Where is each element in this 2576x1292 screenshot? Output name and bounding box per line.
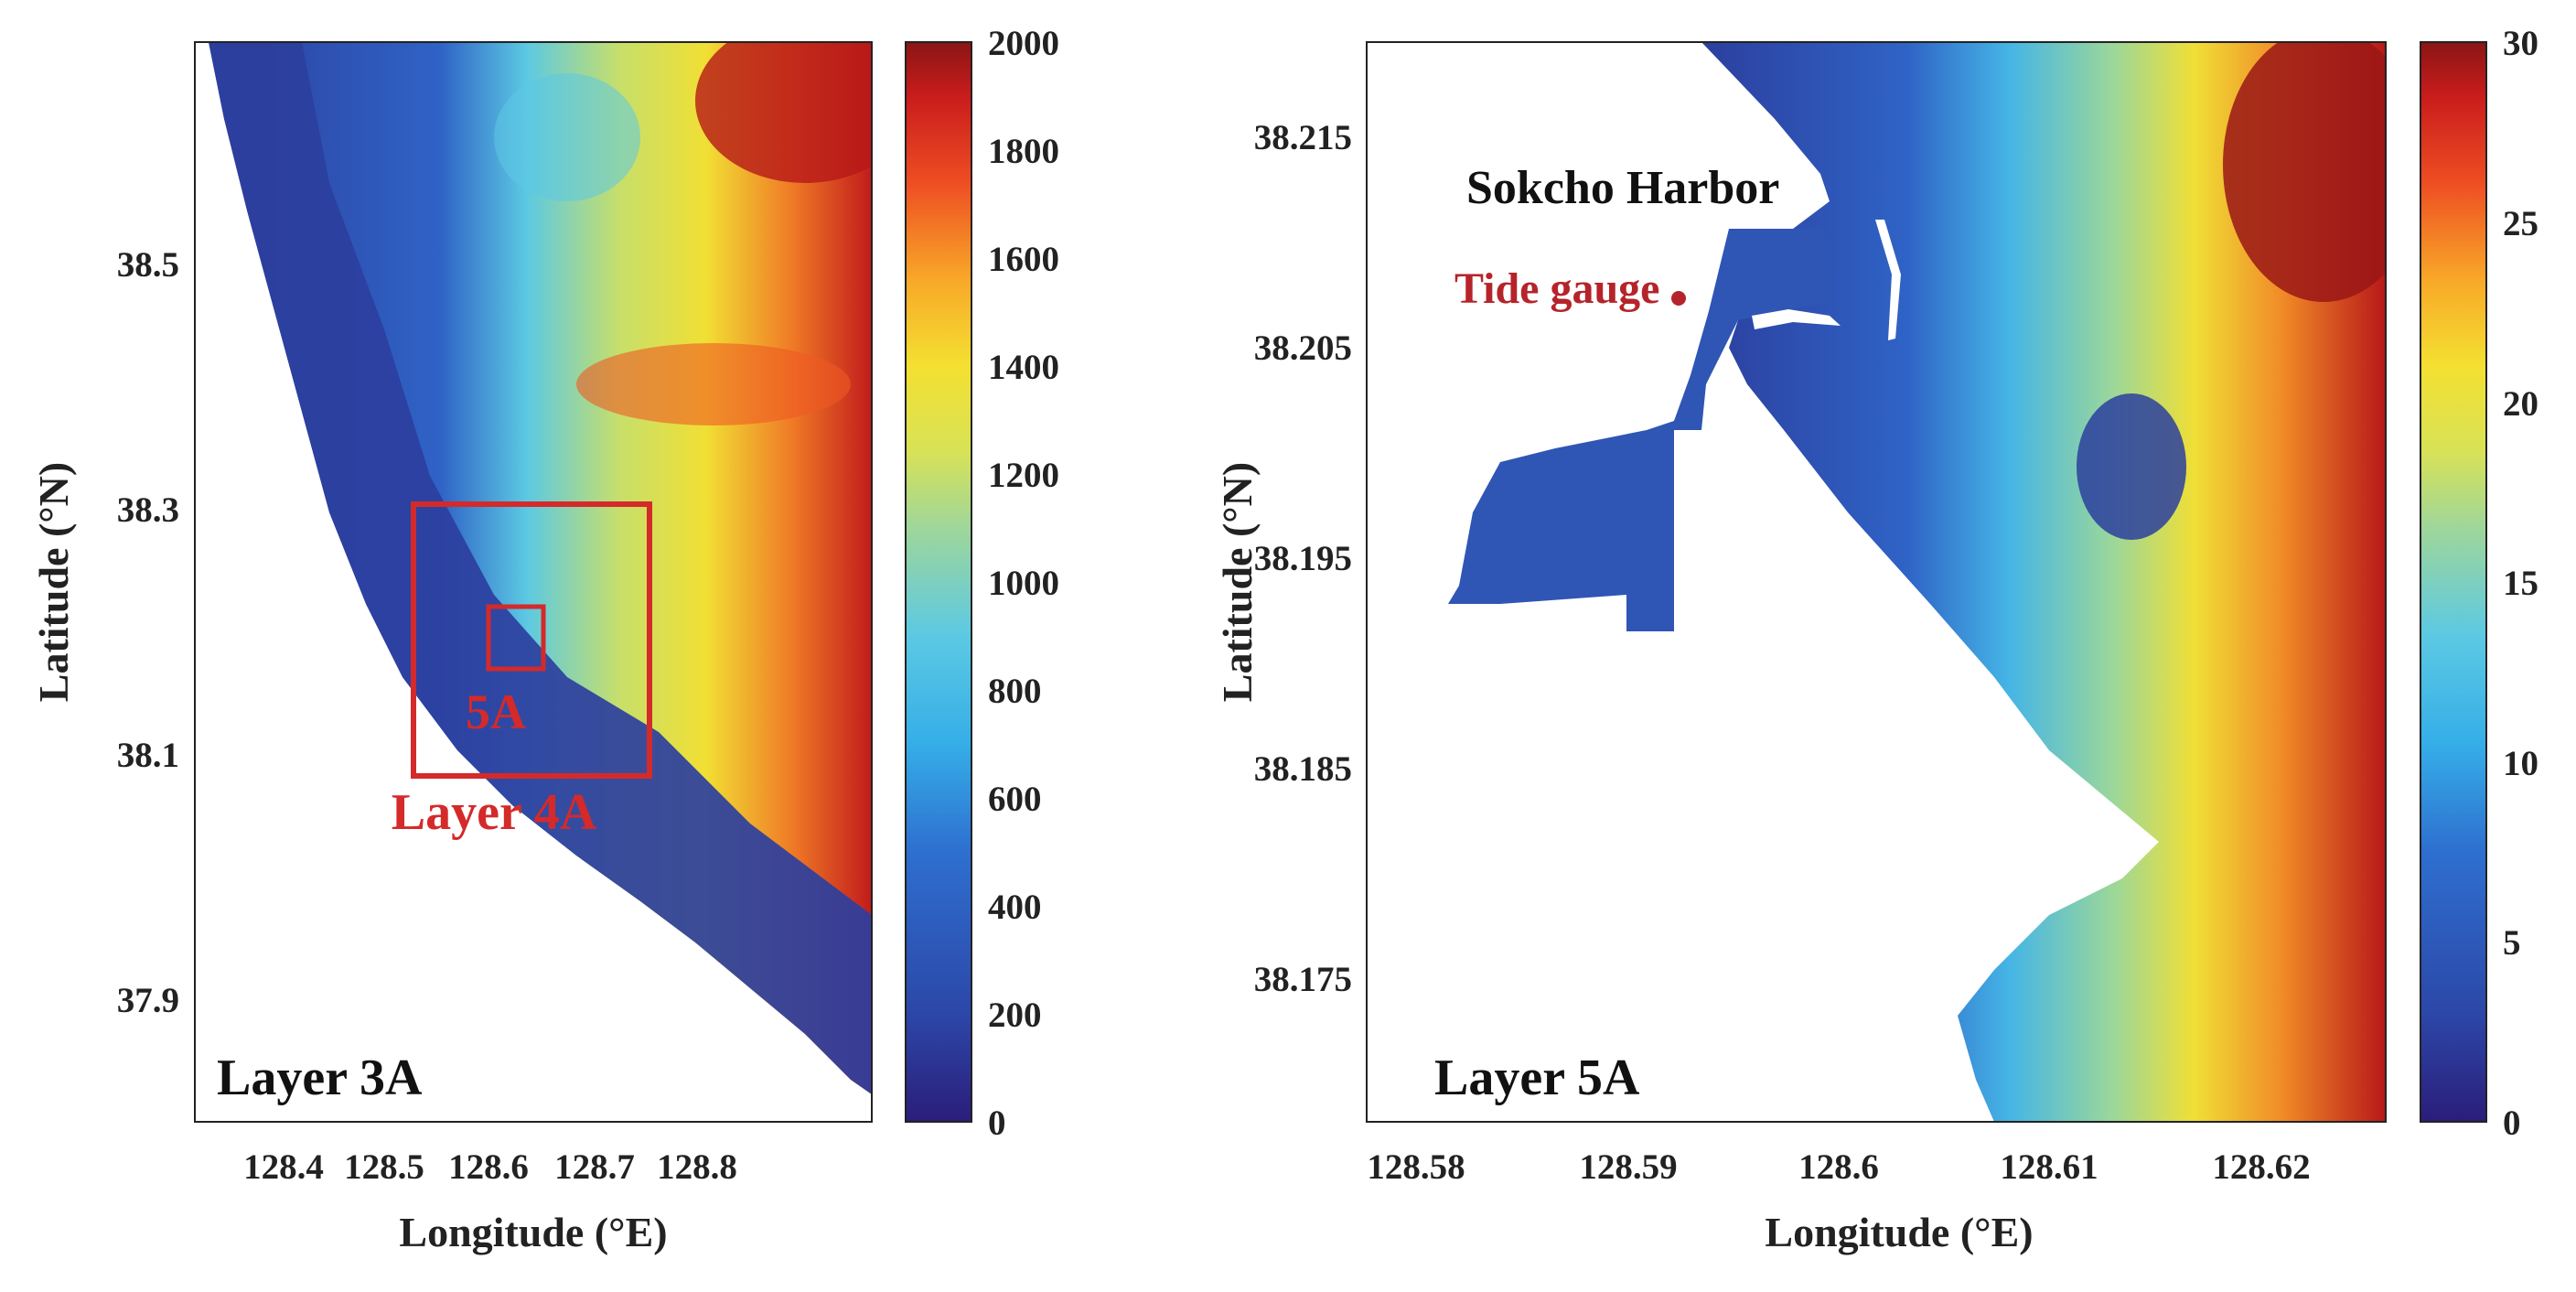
- layer3-colorbar-ticks: 2000 1800 1600 1400 1200 1000 800 600 40…: [988, 24, 1059, 1143]
- layer5-xtick-128-62: 128.62: [2212, 1147, 2310, 1187]
- layer3-deep-basin: [695, 42, 872, 183]
- layer3-cbar-tick-400: 400: [988, 888, 1042, 927]
- layer3-cbar-tick-800: 800: [988, 672, 1042, 711]
- tide-gauge-marker: [1671, 291, 1686, 306]
- layer5-cbar-tick-10: 10: [2503, 744, 2538, 783]
- layer5-colorbar: [2420, 41, 2487, 1123]
- layer3-ytick-37-9: 37.9: [117, 981, 179, 1020]
- layer5-channel: [1875, 220, 1901, 340]
- layer5-y-axis-label: Latitude (°N): [1214, 462, 1261, 702]
- layer5-cbar-tick-25: 25: [2503, 204, 2538, 243]
- layer3-y-ticks: 38.5 38.3 38.1 37.9: [117, 245, 179, 1020]
- layer3-panel-label: Layer 3A: [217, 1050, 423, 1106]
- layer5-xtick-128-6: 128.6: [1798, 1147, 1879, 1187]
- layer5-deep-pool: [2077, 393, 2186, 540]
- layer5-colorbar-ticks: 30 25 20 15 10 5 0: [2503, 24, 2538, 1143]
- layer3-xtick-128-7: 128.7: [554, 1147, 635, 1187]
- layer5-ytick-38-205: 38.205: [1254, 328, 1352, 368]
- layer3-cbar-tick-600: 600: [988, 780, 1042, 819]
- layer-5a-box-label: 5A: [466, 684, 526, 739]
- layer5-cbar-tick-0: 0: [2503, 1104, 2521, 1143]
- layer3-cbar-tick-200: 200: [988, 996, 1042, 1035]
- layer5-ytick-38-175: 38.175: [1254, 960, 1352, 999]
- tide-gauge-label: Tide gauge: [1454, 264, 1659, 313]
- layer5-cbar-tick-15: 15: [2503, 564, 2538, 603]
- layer5-ytick-38-215: 38.215: [1254, 118, 1352, 157]
- layer3-map: [195, 42, 872, 1122]
- layer3-cbar-tick-2000: 2000: [988, 24, 1059, 63]
- layer5-harbor-basin: [1448, 229, 1830, 631]
- layer3-y-axis-label: Latitude (°N): [30, 462, 77, 702]
- layer5-x-ticks: 128.58 128.59 128.6 128.61 128.62: [1367, 1147, 2310, 1187]
- layer3-cbar-tick-1600: 1600: [988, 240, 1059, 279]
- sokcho-harbor-label: Sokcho Harbor: [1466, 162, 1779, 214]
- layer3-ridge: [576, 343, 851, 425]
- layer5-ytick-38-195: 38.195: [1254, 539, 1352, 578]
- layer3-x-ticks: 128.4 128.5 128.6 128.7 128.8: [243, 1147, 737, 1187]
- layer3-plateau: [494, 73, 640, 201]
- layer3-ytick-38-3: 38.3: [117, 490, 179, 530]
- layer5-x-axis-label: Longitude (°E): [1765, 1209, 2033, 1255]
- layer3-cbar-tick-1400: 1400: [988, 348, 1059, 387]
- layer3-colorbar: [905, 41, 972, 1123]
- layer3-xtick-128-8: 128.8: [657, 1147, 737, 1187]
- layer3-cbar-tick-1000: 1000: [988, 564, 1059, 603]
- layer3-cbar-tick-1800: 1800: [988, 132, 1059, 171]
- layer3-cbar-tick-1200: 1200: [988, 456, 1059, 495]
- layer5-cbar-tick-30: 30: [2503, 24, 2538, 63]
- layer5-cbar-tick-20: 20: [2503, 384, 2538, 424]
- layer3-x-axis-label: Longitude (°E): [399, 1209, 667, 1255]
- layer-5a-box: [486, 604, 546, 672]
- layer5-map: [1367, 42, 2386, 1122]
- layer5-xtick-128-58: 128.58: [1367, 1147, 1465, 1187]
- layer5-ytick-38-185: 38.185: [1254, 749, 1352, 789]
- layer3-xtick-128-5: 128.5: [344, 1147, 424, 1187]
- layer-4a-box: [411, 501, 652, 779]
- panel-layer-5a: Sokcho Harbor Tide gauge Layer 5A 128.58…: [1214, 24, 2538, 1255]
- layer3-xtick-128-6: 128.6: [448, 1147, 529, 1187]
- layer5-xtick-128-59: 128.59: [1579, 1147, 1677, 1187]
- layer3-cbar-tick-0: 0: [988, 1104, 1006, 1143]
- layer3-plot-frame: [194, 41, 873, 1123]
- layer3-shelf-band: [209, 42, 872, 1094]
- layer-4a-box-label: Layer 4A: [392, 784, 597, 841]
- layer5-ne-deep: [2223, 42, 2386, 302]
- layer3-ytick-38-1: 38.1: [117, 736, 179, 775]
- panel-layer-3a: 5A Layer 4A Layer 3A 128.4 128.5 128.6 1…: [30, 24, 1059, 1255]
- layer3-xtick-128-4: 128.4: [243, 1147, 324, 1187]
- layer5-xtick-128-61: 128.61: [2000, 1147, 2098, 1187]
- layer5-y-ticks: 38.215 38.205 38.195 38.185 38.175: [1254, 118, 1352, 999]
- layer5-sea-area: [1701, 42, 2386, 1122]
- layer5-breakwater: [1752, 309, 1841, 329]
- layer5-panel-label: Layer 5A: [1434, 1050, 1640, 1106]
- layer3-ytick-38-5: 38.5: [117, 245, 179, 285]
- layer5-plot-frame: [1366, 41, 2387, 1123]
- layer5-cbar-tick-5: 5: [2503, 923, 2521, 963]
